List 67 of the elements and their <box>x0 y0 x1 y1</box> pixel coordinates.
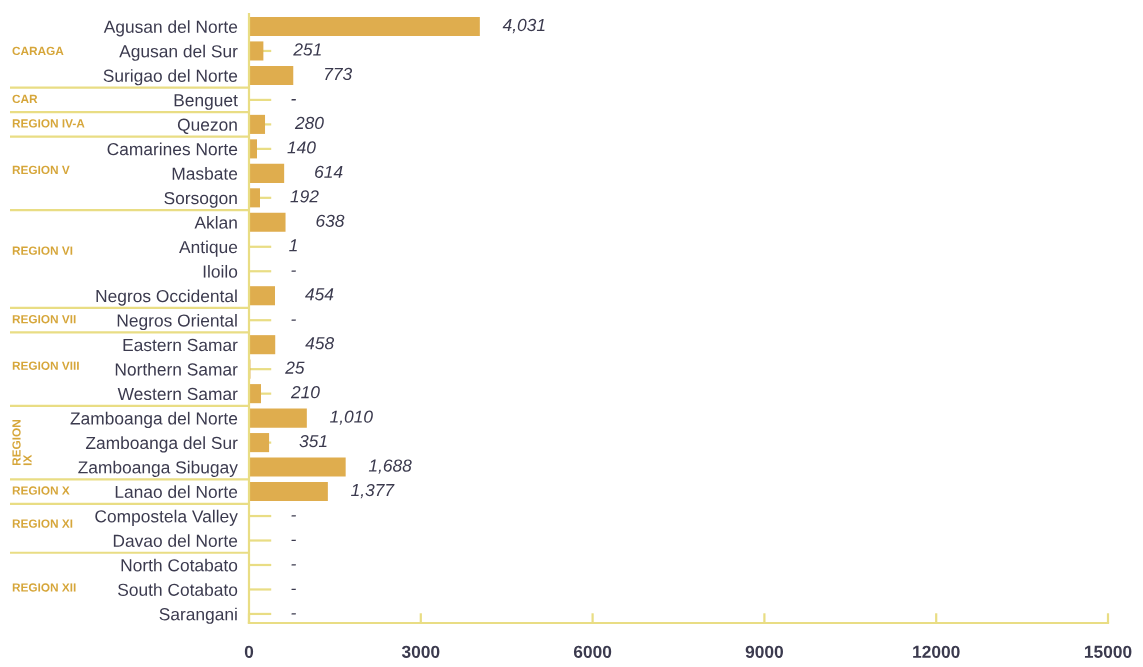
data-label: 1,688 <box>368 459 412 474</box>
y-tick-label: North Cotabato <box>121 558 238 572</box>
text: REGION VI <box>12 246 73 255</box>
text: CARAGA <box>12 46 64 56</box>
data-label: 638 <box>316 214 345 227</box>
x-tick-label: 15000 <box>1084 645 1132 658</box>
text: REGION XI <box>12 519 73 528</box>
y-tick-label: Benguet <box>174 94 238 110</box>
y-tick-label: Masbate <box>172 167 238 180</box>
y-tick-label: Agusan del Norte <box>103 20 238 37</box>
y-tick-label: Western Samar <box>117 387 238 401</box>
text: REGION V <box>12 165 70 175</box>
text: - <box>291 99 296 101</box>
x-tick-label: 0 <box>244 645 254 658</box>
data-label: 25 <box>285 361 305 374</box>
y-tick-label: Sarangani <box>159 607 237 624</box>
y-tick-label: Lanao del Norte <box>115 485 238 499</box>
text: REGION XII <box>12 583 76 592</box>
text: - <box>291 588 296 591</box>
y-tick-label: Zamboanga Sibugay <box>78 460 238 477</box>
data-label: 210 <box>290 386 320 399</box>
text: - <box>291 613 296 615</box>
y-tick-label: Negros Oriental <box>117 313 237 331</box>
y-tick-label: Iloilo <box>203 264 238 278</box>
y-tick-label: Compostela Valley <box>95 509 238 526</box>
y-tick-label: Camarines Norte <box>107 142 238 156</box>
data-label: 1,377 <box>351 483 395 499</box>
data-label: 1,010 <box>330 410 373 425</box>
y-tick-label: Zamboanga del Norte <box>70 411 238 429</box>
data-label: 192 <box>290 190 319 203</box>
text: - <box>291 539 296 542</box>
y-tick-label: Sorsogon <box>164 191 237 208</box>
text: REGION IX <box>12 420 32 466</box>
text: - <box>291 270 296 272</box>
data-label: 458 <box>305 337 335 350</box>
y-tick-label: Eastern Samar <box>123 338 238 352</box>
text: - <box>291 319 296 321</box>
data-label: 773 <box>325 67 353 81</box>
data-label: 140 <box>287 141 316 154</box>
y-tick-label: Surigao del Norte <box>103 69 238 86</box>
text: REGION X <box>12 486 70 495</box>
text: - <box>291 564 296 566</box>
text: CAR <box>12 94 38 104</box>
data-label: 1 <box>289 239 297 252</box>
y-tick-label: Aklan <box>194 216 237 229</box>
data-label: 351 <box>299 434 327 448</box>
x-tick-label: 9000 <box>745 645 783 658</box>
y-tick-label: Davao del Norte <box>113 534 238 547</box>
data-label: 614 <box>315 165 343 179</box>
data-label: 251 <box>293 43 321 56</box>
y-tick-label: Quezon <box>177 118 237 134</box>
data-label: 4,031 <box>502 18 545 34</box>
data-label: 454 <box>305 288 334 301</box>
y-tick-label: Antique <box>179 240 238 257</box>
y-tick-label: Zamboanga del Sur <box>85 436 238 453</box>
text: - <box>291 515 296 517</box>
text: REGION VIII <box>12 361 79 370</box>
x-tick-label: 3000 <box>401 645 440 658</box>
y-tick-label: Northern Samar <box>115 362 238 376</box>
x-tick-label: 6000 <box>573 645 612 658</box>
text: REGION VII <box>12 315 76 324</box>
y-tick-label: Negros Occidental <box>96 289 237 306</box>
text: REGION IV-A <box>12 119 85 128</box>
y-tick-label: South Cotabato <box>118 583 238 596</box>
x-tick-label: 12000 <box>913 645 960 658</box>
data-label: 280 <box>294 116 324 130</box>
y-tick-label: Agusan del Sur <box>119 44 238 61</box>
